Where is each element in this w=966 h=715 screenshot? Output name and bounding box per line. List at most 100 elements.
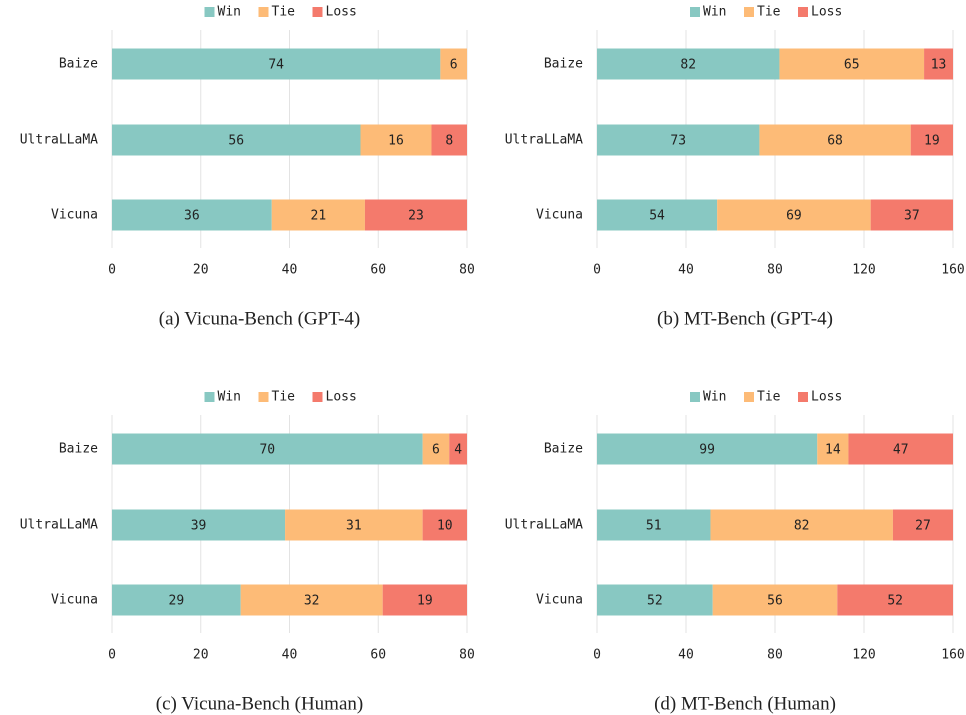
legend-swatch bbox=[798, 392, 808, 402]
y-tick-label: UltraLLaMA bbox=[20, 133, 98, 148]
x-tick-label: 80 bbox=[767, 648, 783, 663]
bar-segment bbox=[440, 48, 467, 80]
bar-segment bbox=[240, 584, 383, 616]
legend-label: Loss bbox=[326, 390, 357, 405]
data-label: 69 bbox=[786, 209, 802, 224]
bar-segment bbox=[382, 584, 467, 616]
data-label: 14 bbox=[825, 443, 841, 458]
data-label: 82 bbox=[794, 519, 810, 534]
bar-segment bbox=[360, 124, 432, 156]
data-label: 37 bbox=[904, 209, 920, 224]
data-label: 68 bbox=[827, 134, 843, 149]
legend-label: Win bbox=[218, 5, 241, 20]
bar-segment bbox=[431, 124, 467, 156]
x-tick-label: 80 bbox=[767, 263, 783, 278]
x-tick-label: 60 bbox=[370, 648, 386, 663]
bar-segment bbox=[597, 48, 780, 80]
x-tick-label: 40 bbox=[678, 648, 694, 663]
x-tick-label: 20 bbox=[193, 648, 209, 663]
data-label: 82 bbox=[680, 58, 696, 73]
data-label: 54 bbox=[649, 209, 665, 224]
data-label: 4 bbox=[454, 443, 462, 458]
y-tick-label: Baize bbox=[544, 57, 583, 72]
data-label: 8 bbox=[445, 134, 453, 149]
x-tick-label: 20 bbox=[193, 263, 209, 278]
legend-swatch bbox=[204, 7, 215, 17]
bar-segment bbox=[449, 433, 467, 465]
data-label: 32 bbox=[304, 594, 320, 609]
bar-segment bbox=[837, 584, 953, 616]
bar-segment bbox=[924, 48, 953, 80]
y-tick-label: UltraLLaMA bbox=[505, 518, 583, 533]
data-label: 6 bbox=[432, 443, 440, 458]
data-label: 99 bbox=[699, 443, 715, 458]
caption: (a) Vicuna-Bench (GPT-4) bbox=[159, 308, 360, 329]
legend-swatch bbox=[744, 392, 754, 402]
y-tick-label: Vicuna bbox=[536, 208, 583, 223]
data-label: 73 bbox=[670, 134, 686, 149]
bar-segment bbox=[870, 199, 953, 231]
y-tick-label: Vicuna bbox=[51, 208, 98, 223]
data-label: 27 bbox=[915, 519, 931, 534]
legend-swatch bbox=[744, 7, 754, 17]
x-tick-label: 40 bbox=[282, 263, 298, 278]
bar-segment bbox=[285, 509, 423, 541]
data-label: 56 bbox=[228, 134, 244, 149]
data-label: 19 bbox=[924, 134, 940, 149]
bar-segment bbox=[112, 433, 423, 465]
y-tick-label: Vicuna bbox=[51, 593, 98, 608]
data-label: 16 bbox=[388, 134, 404, 149]
legend-label: Win bbox=[703, 390, 726, 405]
legend-label: Tie bbox=[272, 5, 296, 20]
y-tick-label: Baize bbox=[544, 442, 583, 457]
legend-swatch bbox=[312, 7, 323, 17]
bar-segment bbox=[910, 124, 953, 156]
data-label: 51 bbox=[646, 519, 662, 534]
data-label: 21 bbox=[311, 209, 327, 224]
bar-segment bbox=[712, 584, 838, 616]
x-tick-label: 80 bbox=[459, 263, 475, 278]
x-tick-label: 40 bbox=[282, 648, 298, 663]
y-tick-label: UltraLLaMA bbox=[505, 133, 583, 148]
bar-segment bbox=[717, 199, 871, 231]
data-label: 19 bbox=[417, 594, 433, 609]
x-tick-label: 60 bbox=[370, 263, 386, 278]
bar-segment bbox=[817, 433, 849, 465]
caption: (d) MT-Bench (Human) bbox=[654, 693, 836, 714]
data-label: 47 bbox=[893, 443, 909, 458]
data-label: 56 bbox=[767, 594, 783, 609]
data-label: 36 bbox=[184, 209, 200, 224]
bar-segment bbox=[422, 509, 467, 541]
bar-segment bbox=[597, 433, 818, 465]
legend-swatch bbox=[204, 392, 215, 402]
legend-swatch bbox=[258, 7, 269, 17]
bar-segment bbox=[422, 433, 450, 465]
data-label: 29 bbox=[169, 594, 185, 609]
legend-label: Win bbox=[703, 5, 726, 20]
legend-label: Tie bbox=[757, 390, 781, 405]
bar-segment bbox=[597, 124, 760, 156]
bar-segment bbox=[112, 199, 272, 231]
bar-segment bbox=[112, 124, 361, 156]
legend-label: Loss bbox=[326, 5, 357, 20]
x-tick-label: 0 bbox=[593, 263, 601, 278]
bar-segment bbox=[597, 199, 718, 231]
y-tick-label: Vicuna bbox=[536, 593, 583, 608]
data-label: 10 bbox=[437, 519, 453, 534]
legend-swatch bbox=[798, 7, 808, 17]
data-label: 6 bbox=[450, 58, 458, 73]
bar-segment bbox=[112, 48, 441, 80]
bar-segment bbox=[112, 584, 241, 616]
data-label: 39 bbox=[191, 519, 207, 534]
x-tick-label: 120 bbox=[852, 648, 875, 663]
x-tick-label: 160 bbox=[941, 648, 964, 663]
x-tick-label: 160 bbox=[941, 263, 964, 278]
y-tick-label: UltraLLaMA bbox=[20, 518, 98, 533]
x-tick-label: 0 bbox=[108, 648, 116, 663]
caption: (b) MT-Bench (GPT-4) bbox=[657, 308, 833, 329]
x-tick-label: 40 bbox=[678, 263, 694, 278]
legend-swatch bbox=[690, 7, 700, 17]
bar-segment bbox=[710, 509, 893, 541]
data-label: 52 bbox=[887, 594, 903, 609]
data-label: 70 bbox=[259, 443, 275, 458]
